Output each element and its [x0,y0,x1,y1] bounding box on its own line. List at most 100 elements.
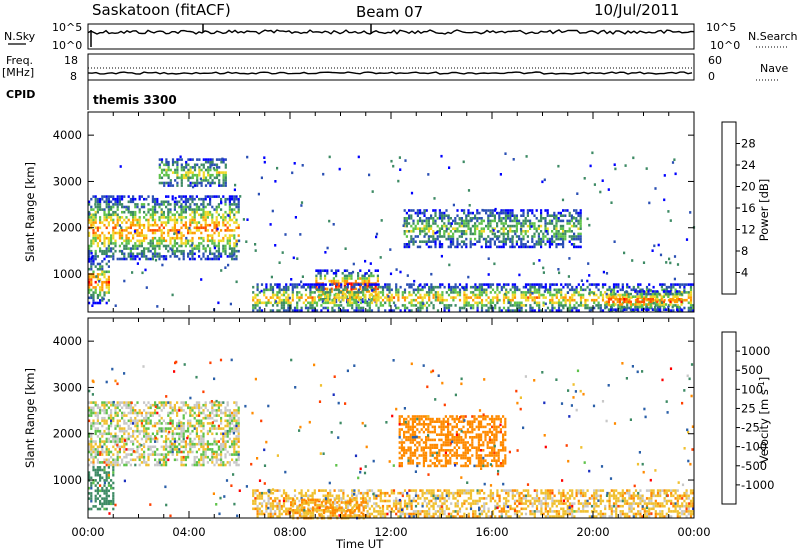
echo-cell [434,243,437,246]
echo-cell [689,296,693,299]
echo-cell [414,304,418,307]
echo-cell [469,240,472,243]
echo-cell [496,235,499,238]
echo-cell [421,219,424,223]
echo-cell [515,243,518,246]
echo-cell [158,203,161,206]
echo-cell [256,298,259,302]
echo-cell [260,283,264,286]
echo-cell [228,208,231,211]
echo-cell [204,197,207,201]
echo-cell [118,445,121,449]
echo-cell [654,295,657,298]
echo-cell [224,166,227,169]
echo-cell [560,304,563,307]
echo-cell [419,232,422,236]
echo-cell [228,239,231,243]
echo-cell [118,218,121,222]
echo-cell [103,406,106,410]
echo-cell [182,166,186,169]
echo-cell [669,261,672,265]
echo-cell [180,181,183,185]
echo-cell [568,211,571,215]
echo-cell [235,249,238,253]
echo-cell [392,296,396,299]
echo-cell [193,247,196,250]
echo-cell [94,216,97,219]
echo-cell [357,283,360,286]
echo-cell [353,283,356,286]
echo-cell [604,301,607,305]
echo-cell [143,424,146,428]
echo-cell [410,285,413,289]
echo-cell [107,247,110,250]
echo-cell [176,184,179,187]
echo-cell [143,445,146,449]
echo-cell [642,261,646,264]
echo-cell [209,416,212,420]
echo-cell [450,285,453,289]
echo-cell [112,218,115,222]
echo-cell [548,245,551,249]
echo-cell [335,274,338,278]
echo-cell [173,229,176,232]
echo-cell [193,173,197,177]
echo-cell [160,458,163,462]
echo-cell [114,406,117,410]
echo-cell [350,298,353,301]
echo-cell [211,448,214,451]
echo-cell [189,244,192,248]
echo-cell [134,411,137,415]
echo-cell [105,473,108,477]
echo-cell [226,239,229,243]
echo-cell [256,285,259,289]
echo-cell [354,279,357,283]
echo-cell [584,304,587,307]
echo-cell [96,293,99,297]
echo-cell [324,251,327,254]
echo-cell [173,432,176,436]
echo-cell [373,288,376,292]
echo-cell [220,448,223,451]
echo-cell [555,301,558,305]
echo-cell [533,291,536,294]
echo-cell [640,292,643,296]
echo-cell [636,290,639,293]
echo-cell [398,420,401,423]
echo-cell [221,157,224,161]
echo-cell [376,269,379,272]
echo-cell [502,224,505,228]
echo-cell [410,301,413,305]
echo-cell [92,461,95,464]
echo-cell [110,213,113,217]
echo-cell [337,306,341,310]
echo-cell [94,197,97,201]
echo-cell [90,278,93,281]
echo-cell [476,301,479,305]
echo-cell [116,216,119,219]
echo-cell [162,231,165,235]
echo-cell [350,274,353,278]
echo-cell [531,283,534,286]
echo-cell [398,446,401,449]
echo-cell [209,252,212,256]
echo-cell [638,300,641,304]
echo-cell [180,445,183,449]
echo-cell [485,291,488,294]
echo-cell [187,242,190,245]
echo-cell [571,285,574,289]
echo-cell [180,424,183,428]
echo-cell [638,290,641,293]
echo-cell [99,432,102,436]
echo-cell [443,211,446,215]
echo-cell [217,448,220,451]
echo-cell [271,304,275,307]
echo-cell [645,167,648,170]
echo-cell [215,208,218,211]
echo-cell [217,244,220,248]
echo-cell [346,301,349,305]
echo-cell [169,168,172,172]
echo-cell [331,306,334,310]
echo-cell [350,277,353,280]
echo-cell [127,242,130,245]
